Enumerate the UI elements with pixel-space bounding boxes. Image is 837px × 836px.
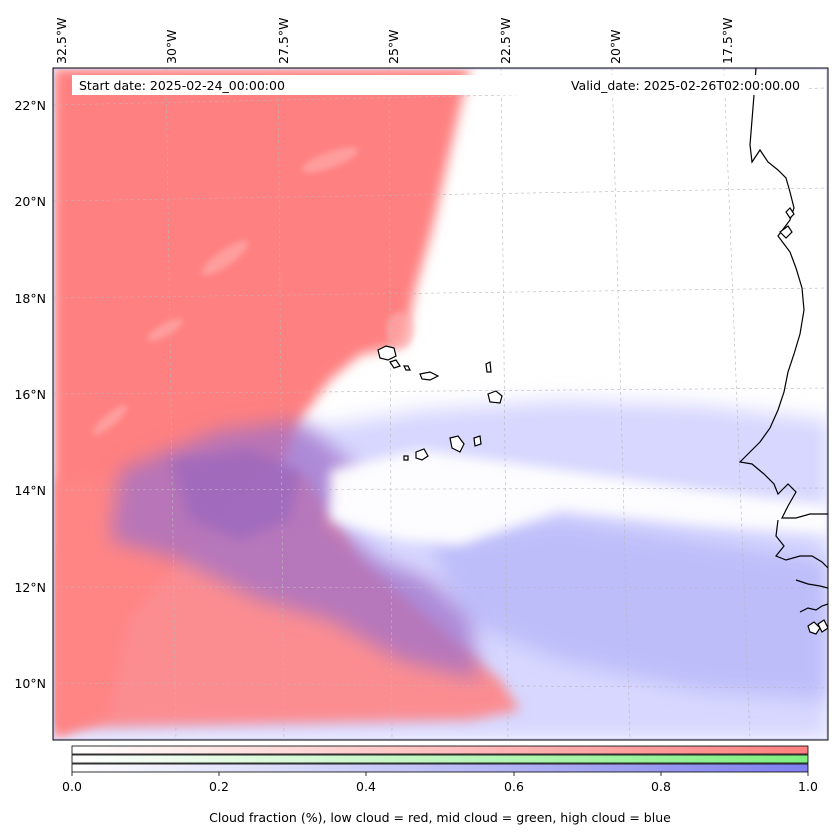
colorbar-tick-3: 0.6 bbox=[504, 779, 524, 794]
lon-label-25w: 25°W bbox=[386, 29, 401, 64]
latitude-labels: 22°N 20°N 18°N 16°N 14°N 12°N 10°N bbox=[14, 98, 46, 691]
graticule bbox=[53, 68, 828, 740]
lon-label-27-5w: 27.5°W bbox=[276, 18, 291, 64]
lat-label-14n: 14°N bbox=[14, 483, 46, 498]
cloud-field bbox=[53, 68, 828, 740]
lon-label-32-5w: 32.5°W bbox=[54, 18, 69, 64]
colorbar-tick-5: 1.0 bbox=[798, 779, 818, 794]
colorbar-mid-cloud bbox=[71, 754, 809, 764]
start-date-label: Start date: 2025-02-24_00:00:00 bbox=[79, 78, 285, 93]
map-panel: Start date: 2025-02-24_00:00:00 Valid_da… bbox=[52, 67, 829, 741]
lat-label-16n: 16°N bbox=[14, 387, 46, 402]
longitude-labels: 32.5°W 30°W 27.5°W 25°W 22.5°W 20°W 17.5… bbox=[54, 18, 735, 64]
colorbar-low-cloud bbox=[71, 745, 809, 755]
header-strip bbox=[72, 75, 808, 95]
lat-label-10n: 10°N bbox=[14, 676, 46, 691]
cape-verde-islands bbox=[377, 345, 503, 461]
lat-label-22n: 22°N bbox=[14, 98, 46, 113]
lon-label-30w: 30°W bbox=[164, 29, 179, 64]
high-cloud-dense bbox=[430, 520, 828, 700]
colorbar-tick-1: 0.2 bbox=[209, 779, 229, 794]
colorbar-tick-marks bbox=[71, 772, 809, 776]
lon-label-22-5w: 22.5°W bbox=[498, 18, 513, 64]
colorbar-tick-4: 0.8 bbox=[651, 779, 671, 794]
colorbar-high-cloud bbox=[71, 763, 809, 773]
coastline bbox=[738, 68, 828, 635]
mixed-cloud-core bbox=[170, 450, 300, 540]
lat-label-18n: 18°N bbox=[14, 291, 46, 306]
lon-label-17-5w: 17.5°W bbox=[720, 18, 735, 64]
colorbar: 0.0 0.2 0.4 0.6 0.8 1.0 Cloud fraction (… bbox=[62, 745, 818, 825]
lon-label-20w: 20°W bbox=[608, 29, 623, 64]
colorbar-tick-2: 0.4 bbox=[356, 779, 376, 794]
lat-label-12n: 12°N bbox=[14, 580, 46, 595]
low-cloud-texture bbox=[92, 147, 414, 435]
colorbar-tick-0: 0.0 bbox=[62, 779, 82, 794]
colorbar-caption: Cloud fraction (%), low cloud = red, mid… bbox=[209, 810, 671, 825]
lat-label-20n: 20°N bbox=[14, 194, 46, 209]
map-frame bbox=[52, 67, 829, 741]
valid-date-label: Valid_date: 2025-02-26T02:00:00.00 bbox=[571, 78, 800, 93]
clear-sky-band bbox=[330, 450, 828, 545]
